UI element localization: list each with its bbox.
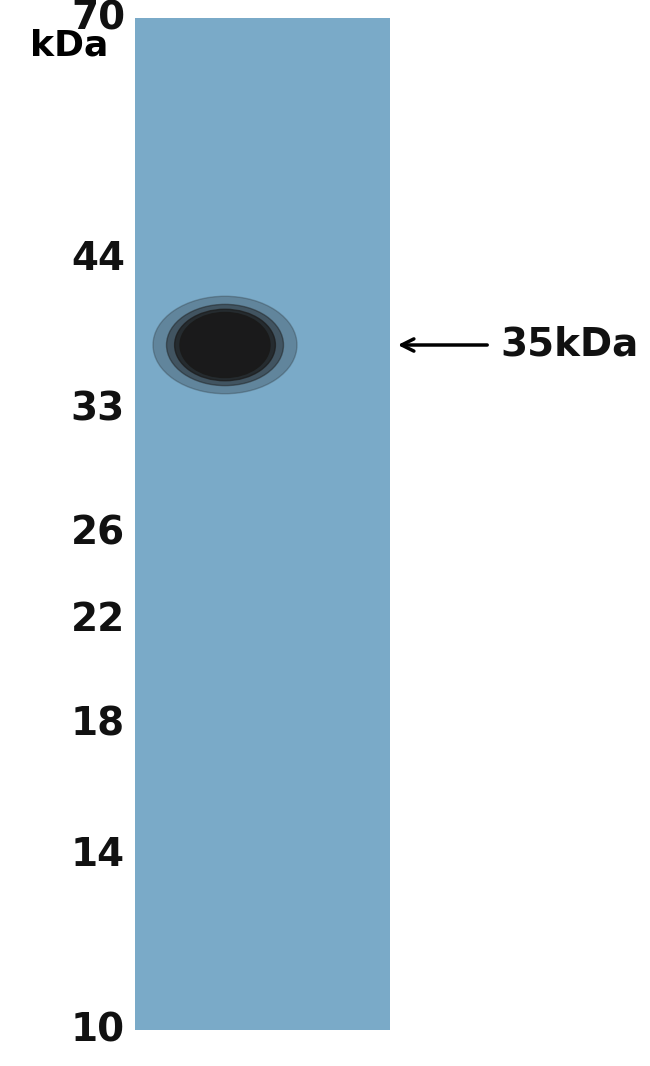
- Text: kDa: kDa: [30, 28, 109, 62]
- Text: 26: 26: [71, 514, 125, 552]
- Ellipse shape: [175, 309, 276, 381]
- Text: 10: 10: [71, 1011, 125, 1049]
- Text: 14: 14: [71, 836, 125, 874]
- Text: 35kDa: 35kDa: [500, 326, 638, 364]
- Text: 70: 70: [71, 0, 125, 37]
- Ellipse shape: [153, 296, 297, 393]
- Ellipse shape: [166, 305, 283, 386]
- Text: 33: 33: [71, 390, 125, 429]
- Ellipse shape: [180, 312, 270, 377]
- Text: 44: 44: [71, 241, 125, 278]
- Text: 22: 22: [71, 601, 125, 639]
- Bar: [135, 18, 390, 1030]
- Text: 18: 18: [71, 706, 125, 743]
